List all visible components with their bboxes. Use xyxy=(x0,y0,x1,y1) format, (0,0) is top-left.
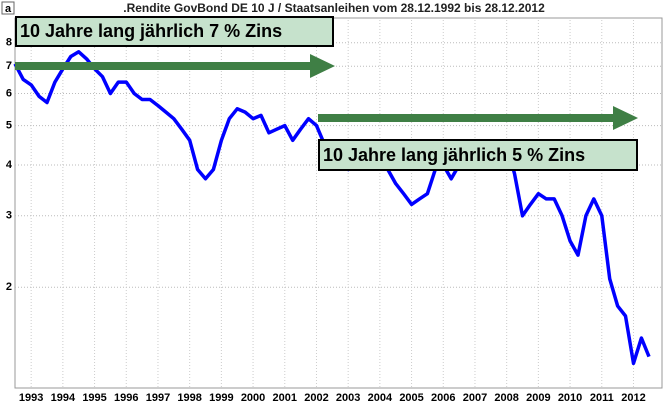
x-tick-label: 2000 xyxy=(241,392,265,404)
x-tick-label: 2004 xyxy=(368,392,393,404)
arrow xyxy=(15,54,335,78)
x-tick-label: 1997 xyxy=(146,392,170,404)
chart-title: .Rendite GovBond DE 10 J / Staatsanleihe… xyxy=(123,1,545,15)
x-tick-label: 2008 xyxy=(494,392,518,404)
y-tick-label: 8 xyxy=(6,37,12,49)
x-tick-label: 2010 xyxy=(558,392,582,404)
x-tick-label: 2005 xyxy=(399,392,423,404)
y-tick-label: 2 xyxy=(6,281,12,293)
x-tick-label: 2012 xyxy=(621,392,645,404)
x-tick-label: 2007 xyxy=(463,392,487,404)
x-tick-label: 1995 xyxy=(82,392,106,404)
annotations: 10 Jahre lang jährlich 7 % Zins 10 Jahre… xyxy=(15,16,638,171)
x-tick-label: 2003 xyxy=(336,392,360,404)
x-tick-label: 1998 xyxy=(177,392,201,404)
annotation: 10 Jahre lang jährlich 5 % Zins xyxy=(323,145,585,165)
annotation-box xyxy=(15,16,334,47)
x-tick-label: 1994 xyxy=(51,392,76,404)
corner-button[interactable] xyxy=(1,1,15,15)
x-tick-label: 2011 xyxy=(590,392,614,404)
x-tick-label: 2009 xyxy=(526,392,550,404)
x-tick-label: 1993 xyxy=(19,392,43,404)
plot-frame xyxy=(14,17,663,389)
annotation: 10 Jahre lang jährlich 7 % Zins xyxy=(20,21,282,41)
y-tick-label: 6 xyxy=(6,87,12,99)
arrow xyxy=(318,106,638,130)
corner-label[interactable]: a xyxy=(5,3,12,15)
x-tick-label: 1999 xyxy=(209,392,233,404)
annotation-box xyxy=(318,139,638,171)
x-tick-label: 2001 xyxy=(273,392,297,404)
y-tick-label: 3 xyxy=(6,210,12,222)
x-tick-label: 2006 xyxy=(431,392,455,404)
x-tick-label: 2002 xyxy=(304,392,328,404)
y-tick-label: 4 xyxy=(6,159,13,171)
x-tick-label: 1996 xyxy=(114,392,138,404)
y-tick-label: 7 xyxy=(6,60,12,72)
y-tick-label: 5 xyxy=(6,120,12,132)
